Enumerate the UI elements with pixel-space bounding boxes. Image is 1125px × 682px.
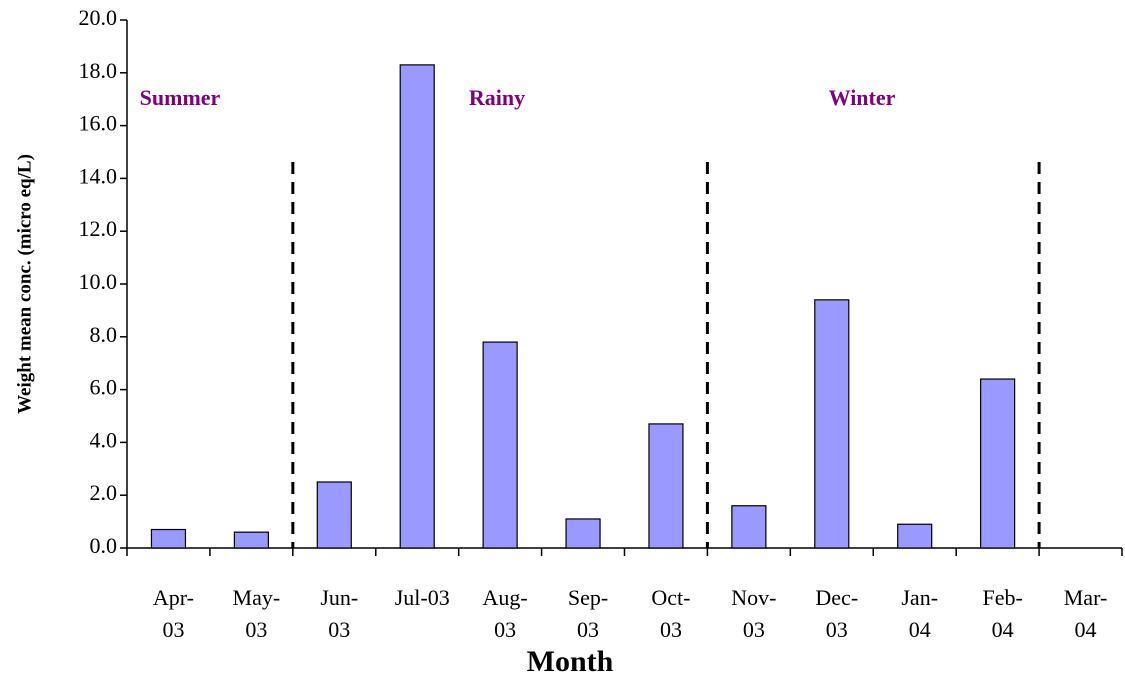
bar	[815, 300, 849, 548]
bar	[981, 379, 1015, 548]
y-tick-label: 10.0	[79, 269, 118, 294]
x-tick-label: May-03	[227, 582, 285, 646]
page: Month Weight mean conc. (micro eq/L) 0.0…	[0, 0, 1125, 682]
y-tick-label: 14.0	[79, 163, 118, 188]
season-label: Summer	[140, 85, 221, 110]
x-tick-label: Jun-03	[310, 582, 368, 646]
bar	[317, 482, 351, 548]
x-tick-label: Feb-04	[974, 582, 1032, 646]
y-tick-label: 4.0	[90, 427, 118, 452]
x-tick-label: Oct-03	[642, 582, 700, 646]
x-axis-title: Month	[527, 645, 614, 678]
bar	[400, 65, 434, 548]
x-tick-label: Aug-03	[476, 582, 534, 646]
chart: Month Weight mean conc. (micro eq/L) 0.0…	[0, 0, 1125, 682]
x-tick-label: Jan-04	[891, 582, 949, 646]
x-tick-label: Sep-03	[559, 582, 617, 646]
season-label: Winter	[829, 85, 896, 110]
bar	[649, 424, 683, 548]
bar	[566, 519, 600, 548]
bar	[151, 530, 185, 548]
x-tick-label: Mar-04	[1057, 582, 1115, 646]
y-tick-label: 2.0	[90, 480, 118, 505]
y-tick-label: 0.0	[90, 533, 118, 558]
y-axis-title: Weight mean conc. (micro eq/L)	[14, 154, 35, 414]
season-label: Rainy	[469, 85, 525, 110]
x-tick-label: Jul-03	[393, 582, 451, 614]
y-tick-label: 16.0	[79, 111, 118, 136]
x-tick-label: Apr-03	[144, 582, 202, 646]
y-tick-label: 20.0	[79, 5, 118, 30]
y-tick-label: 6.0	[90, 375, 118, 400]
bar	[732, 506, 766, 548]
bar	[898, 524, 932, 548]
y-tick-label: 12.0	[79, 216, 118, 241]
bar	[234, 532, 268, 548]
x-tick-label: Nov-03	[725, 582, 783, 646]
y-tick-label: 18.0	[79, 58, 118, 83]
y-tick-label: 8.0	[90, 322, 118, 347]
bar	[483, 342, 517, 548]
x-tick-label: Dec-03	[808, 582, 866, 646]
